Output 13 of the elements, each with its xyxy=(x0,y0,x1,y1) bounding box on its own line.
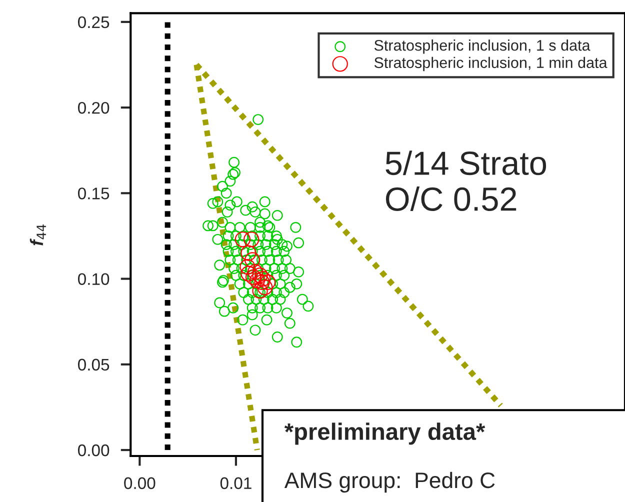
y-axis-title: f$_{44}$ xyxy=(30,224,46,246)
legend-label: Stratospheric inclusion, 1 s data xyxy=(374,40,590,54)
legend-label: Stratospheric inclusion, 1 min data xyxy=(374,56,608,72)
x-tick-label: 0.01 xyxy=(220,477,252,490)
y-tick-label: 0.00 xyxy=(78,444,110,456)
annotation: 5/14 Strato O/C 0.52 xyxy=(386,150,546,211)
y-tick-label: 0.10 xyxy=(78,273,110,285)
y-tick-label: 0.25 xyxy=(78,16,110,28)
y-tick-label: 0.20 xyxy=(78,102,110,114)
text: AMS group: Pedro C xyxy=(284,472,495,493)
y-tick-label: 0.05 xyxy=(78,358,110,371)
y-tick-label: 0.15 xyxy=(78,188,110,200)
annotation: *preliminary data* xyxy=(284,422,486,445)
